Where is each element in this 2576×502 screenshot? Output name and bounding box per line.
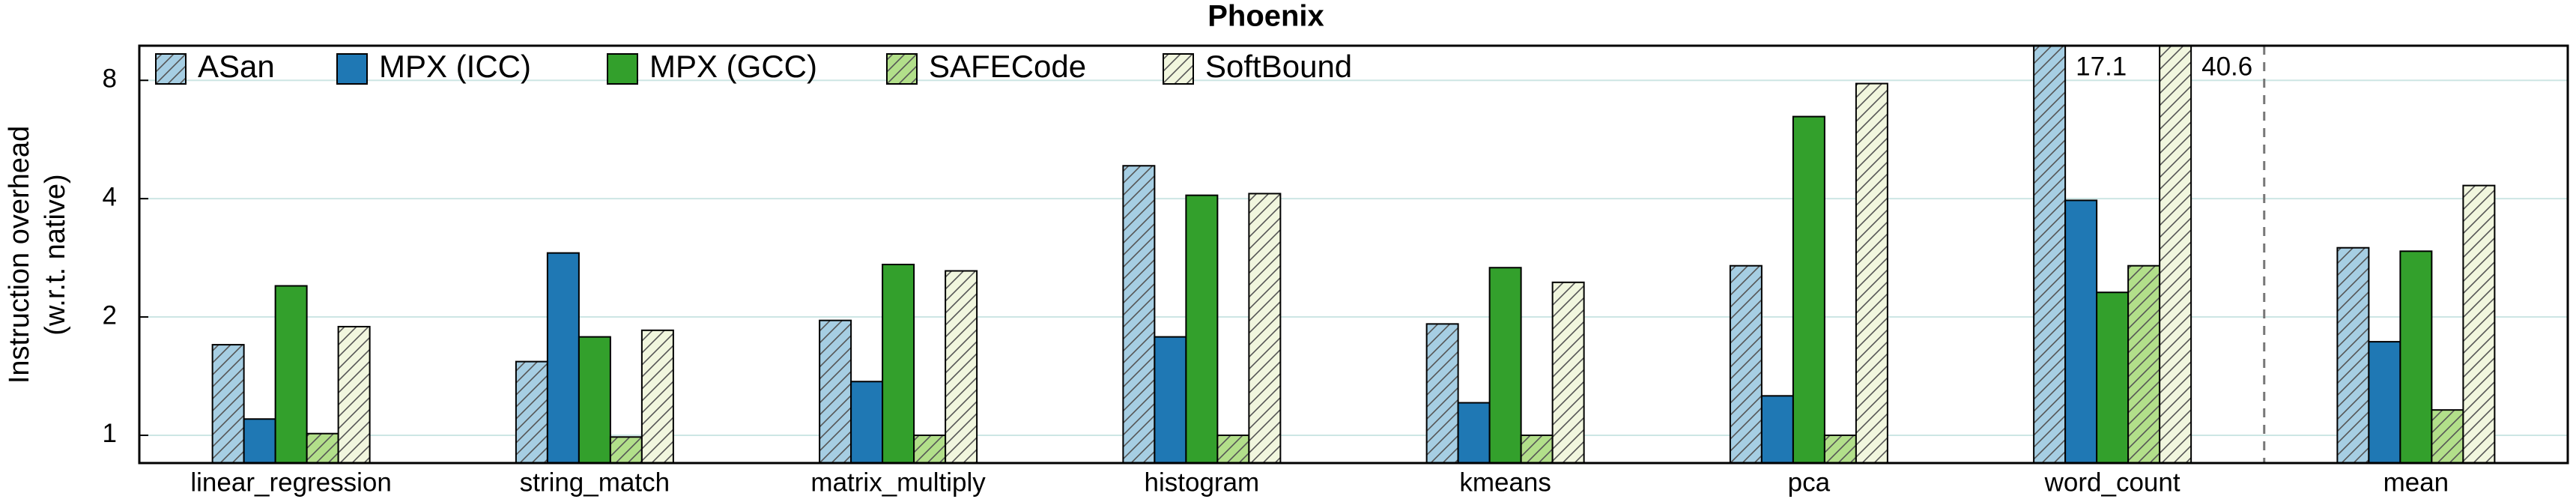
legend-label: MPX (GCC) <box>649 49 817 84</box>
legend-label: MPX (ICC) <box>379 49 531 84</box>
bar <box>2462 184 2496 464</box>
y-tick-label: 1 <box>103 419 117 448</box>
bar <box>1457 402 1491 464</box>
bar <box>819 319 852 464</box>
bar <box>2431 409 2464 464</box>
y-axis-label: (w.r.t. native) <box>40 174 71 335</box>
bar <box>882 264 915 464</box>
bar <box>1729 264 1763 464</box>
bar <box>2064 199 2098 464</box>
x-tick-label: histogram <box>1145 468 1260 497</box>
legend-label: SoftBound <box>1205 49 1352 84</box>
bar <box>211 344 245 465</box>
y-tick-label: 8 <box>103 64 117 93</box>
plot-frame <box>138 44 2569 465</box>
bar <box>2336 247 2370 464</box>
bar <box>1122 165 1156 464</box>
bar <box>609 436 643 465</box>
bar <box>2368 341 2401 464</box>
bar <box>850 381 884 464</box>
bar <box>1551 281 1585 465</box>
y-axis-label: Instruction overhead <box>4 126 35 384</box>
bar <box>640 329 674 464</box>
bar <box>1855 82 1888 465</box>
bar <box>578 336 611 464</box>
legend-label: ASan <box>198 49 275 84</box>
bar <box>306 432 339 465</box>
bar <box>2159 45 2192 464</box>
bar <box>1154 336 1187 464</box>
legend-swatch <box>1163 53 1194 85</box>
bar <box>2127 264 2161 464</box>
bar <box>1185 194 1219 464</box>
bar <box>337 325 371 464</box>
x-tick-label: matrix_multiply <box>810 468 986 497</box>
bar <box>1216 434 1250 465</box>
bar <box>1760 395 1794 464</box>
bar <box>1823 434 1857 465</box>
bar <box>2033 45 2067 464</box>
x-tick-label: linear_regression <box>190 468 391 497</box>
bar <box>945 270 978 464</box>
legend-swatch <box>886 53 918 85</box>
x-tick-label: kmeans <box>1459 468 1551 497</box>
bar <box>2096 291 2130 464</box>
x-tick-label: pca <box>1788 468 1831 497</box>
x-tick-label: mean <box>2383 468 2449 497</box>
bar <box>1425 323 1459 464</box>
legend-swatch <box>336 53 368 85</box>
x-tick-label: string_match <box>520 468 670 497</box>
bar <box>1792 115 1825 464</box>
bar <box>1520 434 1554 465</box>
y-tick-label: 2 <box>103 300 117 330</box>
value-label: 17.1 <box>2076 52 2127 81</box>
bar <box>1248 193 1282 464</box>
bar <box>546 252 580 464</box>
legend-swatch <box>607 53 638 85</box>
value-label: 40.6 <box>2201 52 2252 81</box>
bar <box>515 360 548 465</box>
bar <box>2399 250 2433 464</box>
bar <box>274 285 308 465</box>
y-tick-label: 4 <box>103 182 117 211</box>
bar <box>1488 267 1522 464</box>
legend-label: SAFECode <box>929 49 1086 84</box>
legend-swatch <box>155 53 187 85</box>
chart-title: Phoenix <box>1207 0 1324 33</box>
bar <box>243 418 276 465</box>
x-tick-label: word_count <box>2044 468 2180 497</box>
bar <box>913 434 947 465</box>
